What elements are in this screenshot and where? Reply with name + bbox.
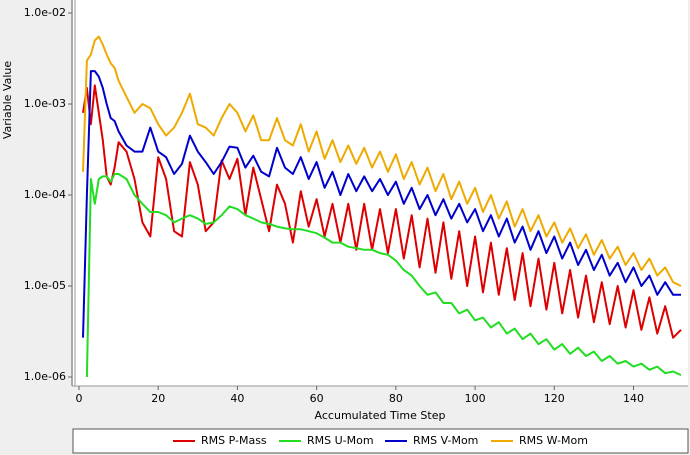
series-line (85, 173, 682, 378)
y-tick-label: 1.0e-03 (24, 97, 66, 110)
x-axis-label: Accumulated Time Step (315, 409, 446, 422)
legend-label: RMS U-Mom (307, 434, 374, 447)
series-line (82, 70, 681, 338)
x-tick-label: 40 (230, 392, 244, 405)
x-tick-label: 0 (76, 392, 83, 405)
legend-label: RMS V-Mom (413, 434, 478, 447)
series-line (82, 84, 682, 339)
x-tick-label: 140 (623, 392, 644, 405)
y-tick-label: 1.0e-02 (24, 6, 66, 19)
y-axis-label: Variable Value (1, 61, 14, 139)
legend (72, 428, 689, 454)
x-tick-label: 120 (544, 392, 565, 405)
x-tick-label: 80 (389, 392, 403, 405)
x-tick-label: 20 (151, 392, 165, 405)
plot-area (73, 0, 688, 386)
series-line (82, 35, 682, 287)
y-tick-label: 1.0e-05 (24, 279, 66, 292)
x-tick-label: 60 (310, 392, 324, 405)
y-tick-label: 1.0e-06 (24, 370, 66, 383)
x-tick-label: 100 (465, 392, 486, 405)
y-tick-label: 1.0e-04 (24, 188, 66, 201)
legend-label: RMS P-Mass (201, 434, 267, 447)
legend-label: RMS W-Mom (519, 434, 588, 447)
